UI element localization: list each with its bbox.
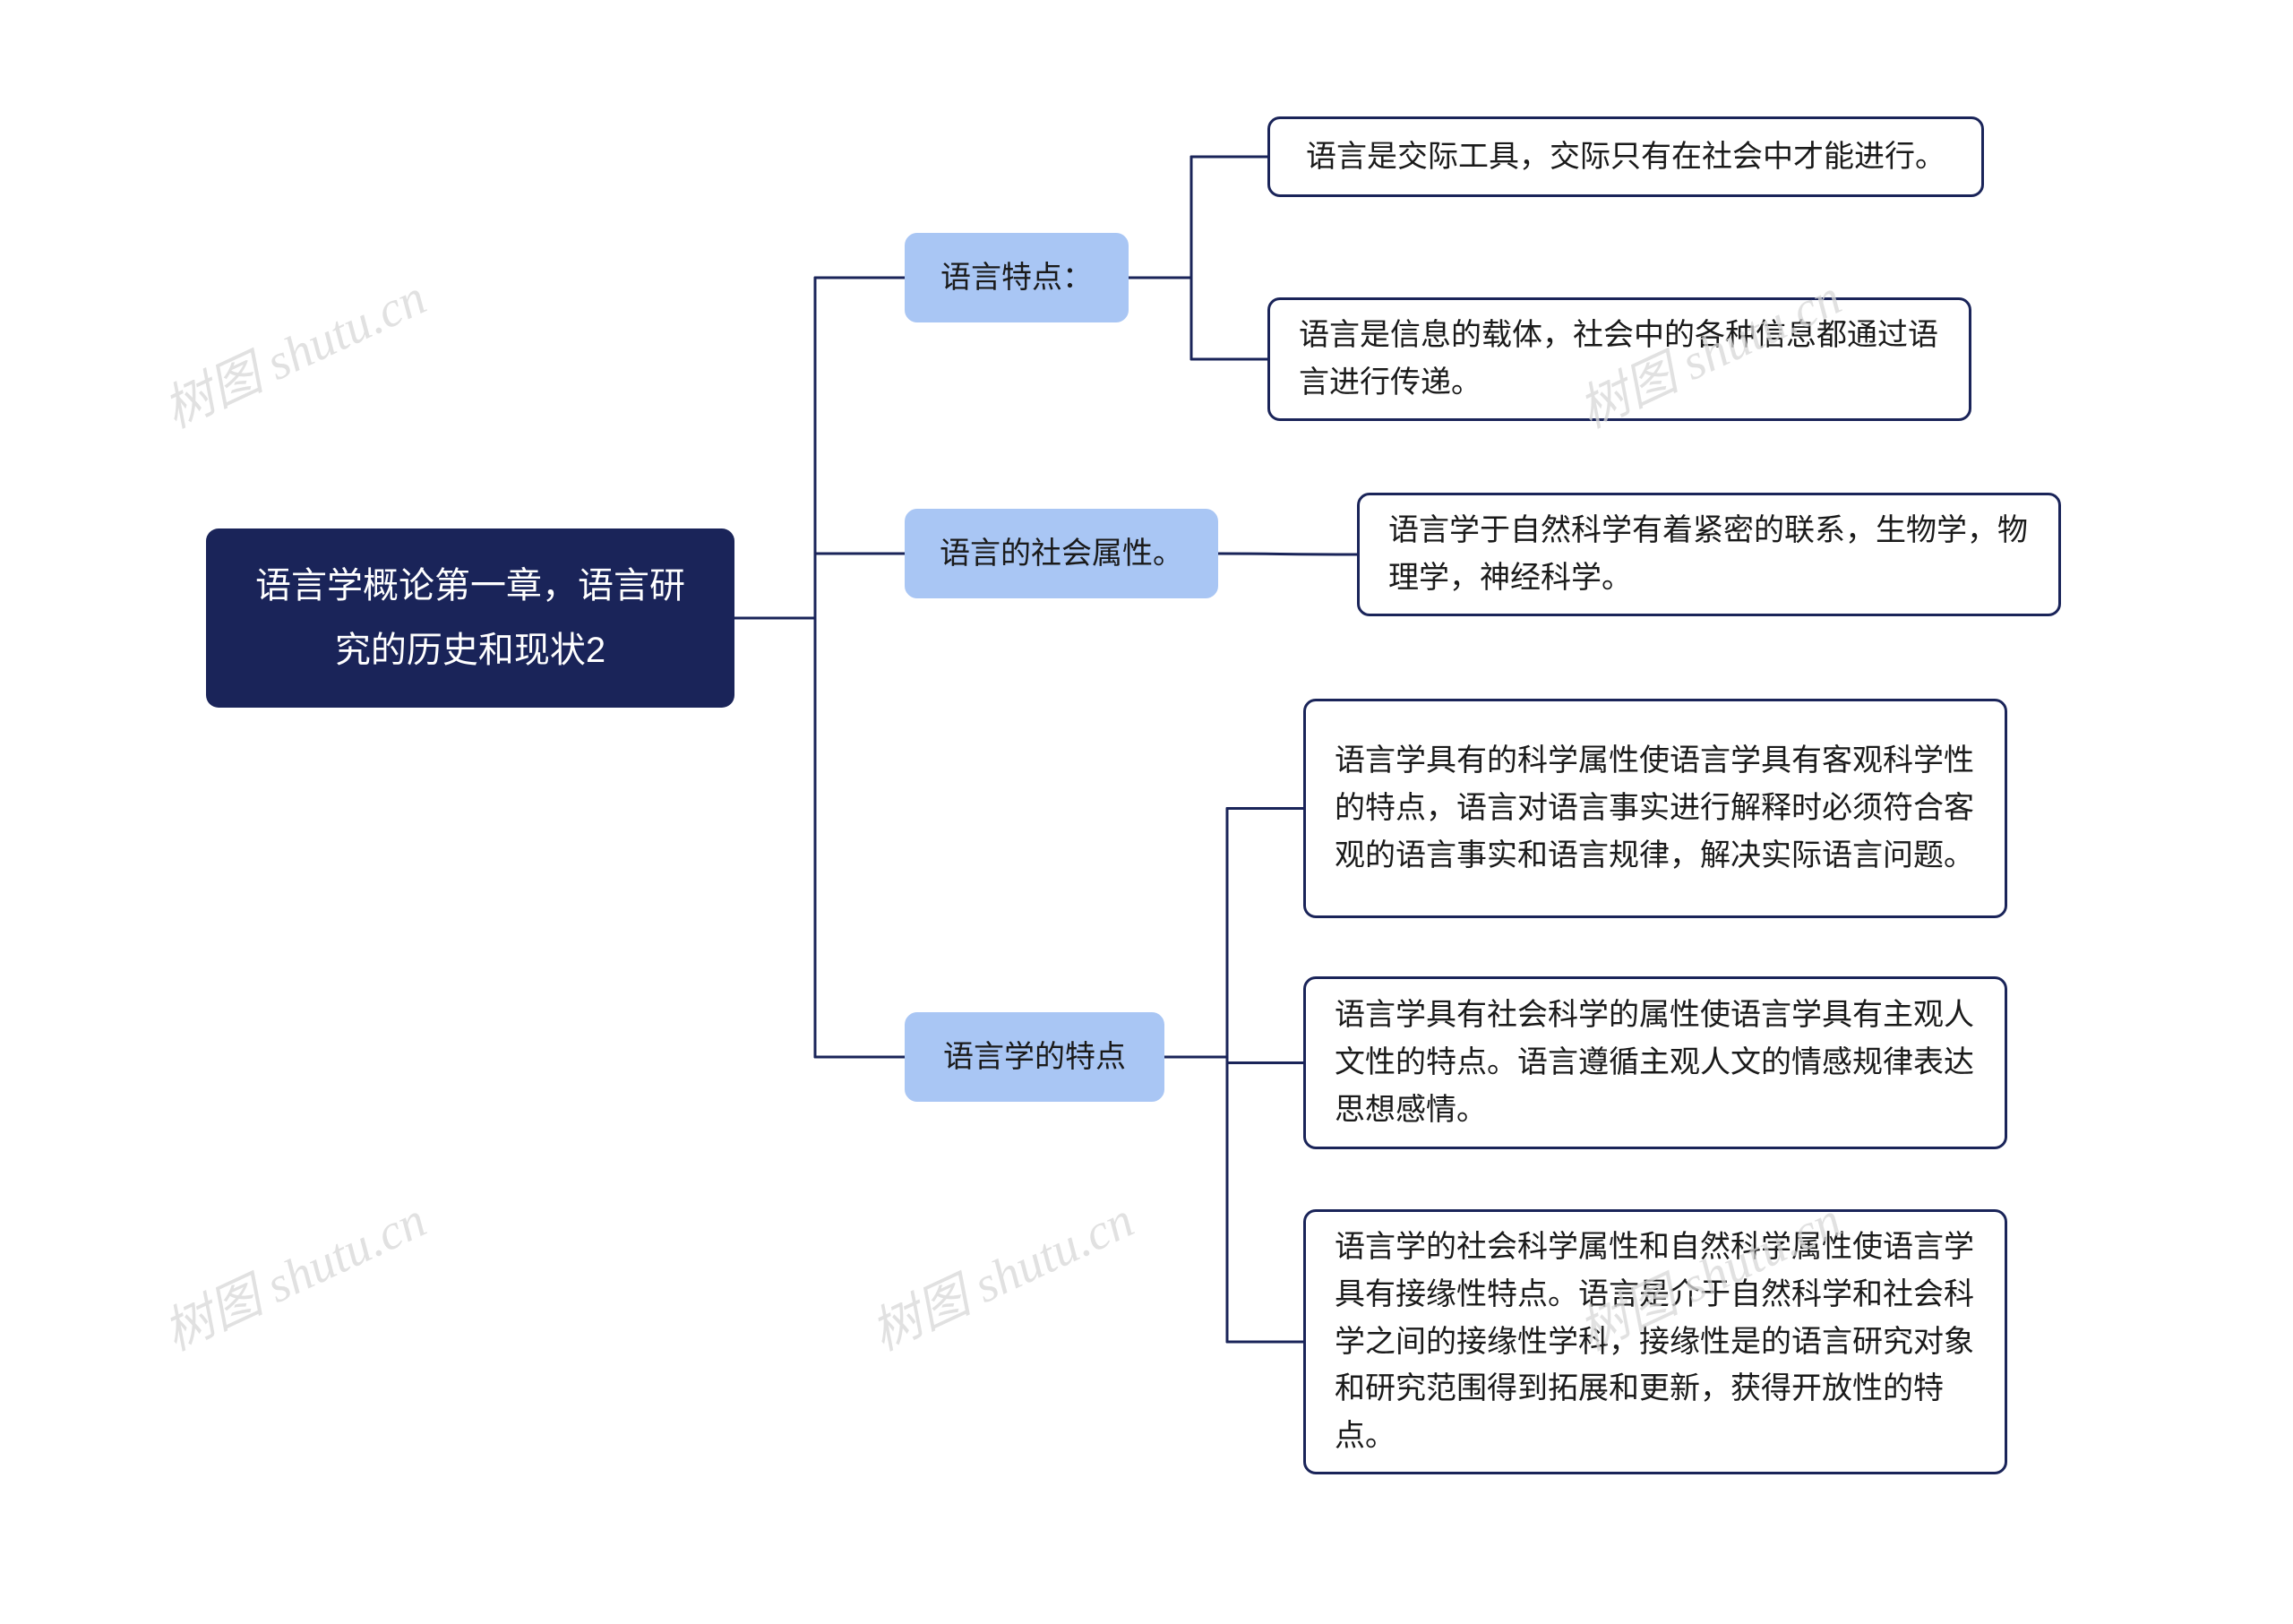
leaf-node-b3l2: 语言学具有社会科学的属性使语言学具有主观人文性的特点。语言遵循主观人文的情感规律… — [1303, 976, 2007, 1149]
watermark: 树图 shutu.cn — [150, 257, 436, 442]
branch-node-b1: 语言特点： — [905, 233, 1129, 322]
leaf-node-b1l1: 语言是交际工具，交际只有在社会中才能进行。 — [1267, 116, 1984, 197]
branch-node-b3: 语言学的特点 — [905, 1012, 1164, 1102]
root-node: 语言学概论第一章，语言研究的历史和现状2 — [206, 528, 734, 708]
leaf-node-b2l1: 语言学于自然科学有着紧密的联系，生物学，物理学，神经科学。 — [1357, 493, 2061, 616]
leaf-node-b3l3: 语言学的社会科学属性和自然科学属性使语言学具有接缘性特点。语言是介于自然科学和社… — [1303, 1209, 2007, 1474]
branch-label: 语言特点： — [940, 254, 1093, 302]
leaf-label: 语言是交际工具，交际只有在社会中才能进行。 — [1306, 133, 1945, 181]
leaf-label: 语言学具有社会科学的属性使语言学具有主观人文性的特点。语言遵循主观人文的情感规律… — [1335, 992, 1976, 1133]
leaf-label: 语言学具有的科学属性使语言学具有客观科学性的特点，语言对语言事实进行解释时必须符… — [1335, 737, 1976, 879]
leaf-node-b1l2: 语言是信息的载体，社会中的各种信息都通过语言进行传递。 — [1267, 297, 1971, 421]
branch-node-b2: 语言的社会属性。 — [905, 509, 1218, 598]
watermark: 树图 shutu.cn — [150, 1180, 436, 1364]
branch-label: 语言的社会属性。 — [940, 530, 1183, 578]
leaf-node-b3l1: 语言学具有的科学属性使语言学具有客观科学性的特点，语言对语言事实进行解释时必须符… — [1303, 699, 2007, 918]
leaf-label: 语言学的社会科学属性和自然科学属性使语言学具有接缘性特点。语言是介于自然科学和社… — [1335, 1224, 1976, 1459]
watermark: 树图 shutu.cn — [858, 1180, 1144, 1364]
leaf-label: 语言是信息的载体，社会中的各种信息都通过语言进行传递。 — [1299, 312, 1940, 406]
leaf-label: 语言学于自然科学有着紧密的联系，生物学，物理学，神经科学。 — [1388, 507, 2030, 601]
branch-label: 语言学的特点 — [943, 1034, 1126, 1081]
